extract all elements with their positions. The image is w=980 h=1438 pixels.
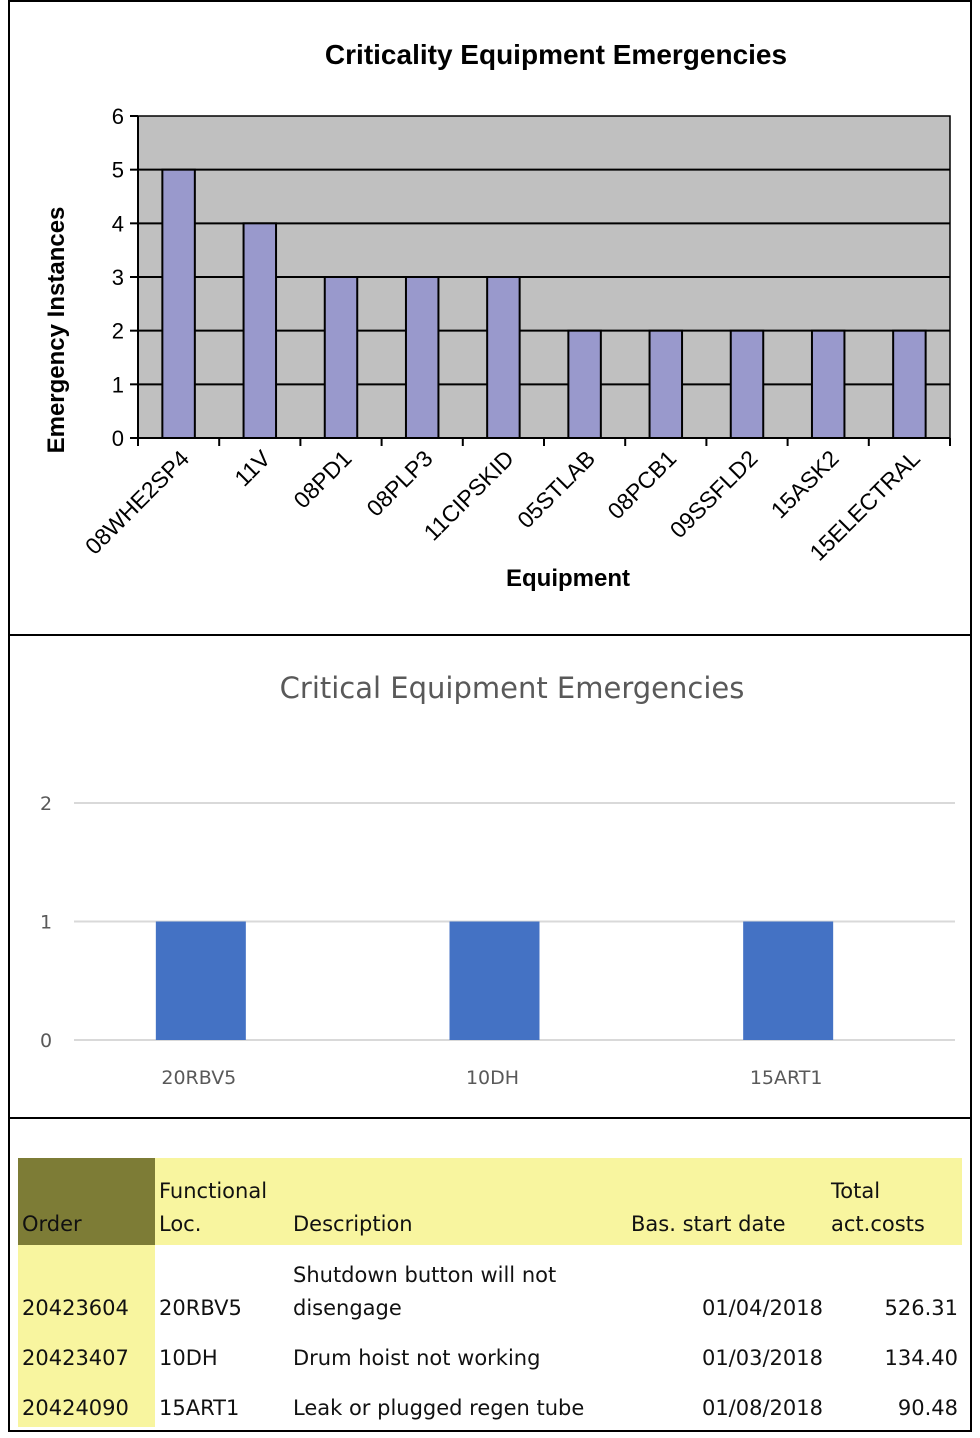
cell-cost: 90.48 xyxy=(897,1396,958,1420)
chart-1-y-tick-label: 2 xyxy=(112,319,124,344)
chart-2-title: Critical Equipment Emergencies xyxy=(280,671,745,705)
chart-1-x-tick-label: 08WHE2SP4 xyxy=(80,445,194,559)
header-order: Order xyxy=(18,1158,155,1245)
cell-order: 20424090 xyxy=(18,1377,155,1427)
table-row: 20423407 10DH Drum hoist not working 01/… xyxy=(18,1327,962,1377)
chart-1-axes xyxy=(130,115,951,446)
chart-1-x-tick-label: 08PLP3 xyxy=(361,445,437,521)
chart-1-bar-15ELECTRAL xyxy=(892,329,927,439)
chart-2-x-tick-label: 20RBV5 xyxy=(161,1067,236,1089)
chart-1-bars xyxy=(161,168,927,440)
chart-1-bar-11CIPSKID xyxy=(486,276,521,439)
chart-2-x-tick-label: 10DH xyxy=(466,1067,519,1089)
chart-1-bar-08PCB1 xyxy=(648,329,684,439)
chart-2-bar-10DH xyxy=(449,921,540,1040)
chart-1-x-label: Equipment xyxy=(506,565,630,592)
chart-1-bar-08WHE2SP4 xyxy=(161,168,196,440)
cell-order: 20423407 xyxy=(18,1327,155,1377)
cell-loc: 10DH xyxy=(159,1346,218,1370)
chart-1-x-tick-label: 15ASK2 xyxy=(766,445,844,523)
header-start-date: Bas. start date xyxy=(627,1158,827,1245)
chart-1-x-tick-label: 08PD1 xyxy=(288,445,356,513)
chart-2-x-ticks: 20RBV5 10DH 15ART1 xyxy=(161,1067,822,1089)
cell-desc-line2: disengage xyxy=(293,1296,402,1320)
cell-cost: 526.31 xyxy=(884,1296,958,1320)
section-divider xyxy=(8,634,972,636)
header-total-costs: Total act.costs xyxy=(827,1158,962,1245)
cell-description: Leak or plugged regen tube xyxy=(293,1396,585,1420)
cell-date: 01/08/2018 xyxy=(701,1396,823,1420)
chart-1-y-tick-label: 1 xyxy=(112,372,124,397)
chart-2-y-tick-label: 0 xyxy=(40,1030,52,1052)
cell-loc: 20RBV5 xyxy=(159,1296,242,1320)
chart-1-y-tick-label: 6 xyxy=(112,104,124,129)
cell-description: Shutdown button will not disengage xyxy=(289,1245,627,1327)
chart-1-x-tick-label: 11V xyxy=(229,445,276,492)
chart-2-bar-15ART1 xyxy=(743,921,834,1040)
orders-table: Order Functional Loc. Description Bas. st… xyxy=(18,1158,962,1427)
chart-1-y-tick-label: 3 xyxy=(112,265,124,290)
chart-1-x-tick-label: 05STLAB xyxy=(512,445,600,533)
chart-1-title: Criticality Equipment Emergencies xyxy=(325,39,787,70)
header-loc-line1: Functional xyxy=(159,1179,268,1203)
table-row: 20423604 20RBV5 Shutdown button will not… xyxy=(18,1245,962,1327)
chart-1-bar-15ASK2 xyxy=(810,329,846,439)
chart-1-y-label: Emergency Instances xyxy=(43,207,70,454)
header-costs-line2: act.costs xyxy=(831,1212,925,1236)
chart-2: Critical Equipment Emergencies 0 1 2 20RBV… xyxy=(40,671,955,1089)
table-row: 20424090 15ART1 Leak or plugged regen tu… xyxy=(18,1377,962,1427)
cell-desc-line1: Shutdown button will not xyxy=(293,1263,557,1287)
cell-order: 20423604 xyxy=(18,1245,155,1327)
chart-2-y-ticks: 0 1 2 xyxy=(40,793,52,1052)
chart-1-x-tick-label: 08PCB1 xyxy=(602,445,681,524)
chart-1-bar-05STLAB xyxy=(567,329,602,439)
chart-2-y-tick-label: 1 xyxy=(40,912,52,934)
section-divider xyxy=(8,1117,972,1119)
header-description: Description xyxy=(289,1158,627,1245)
chart-1-y-tick-label: 4 xyxy=(112,211,124,236)
chart-2-bar-20RBV5 xyxy=(155,921,246,1040)
chart-1-x-tick-label: 09SSFLD2 xyxy=(665,445,763,543)
chart-1-y-tick-label: 0 xyxy=(112,426,124,451)
chart-1-bar-08PLP3 xyxy=(404,276,440,439)
chart-1-bar-11V xyxy=(242,222,278,439)
cell-cost: 134.40 xyxy=(884,1346,958,1370)
figure-frame xyxy=(8,0,972,1432)
cell-date: 01/04/2018 xyxy=(701,1296,823,1320)
header-loc-line2: Loc. xyxy=(159,1212,202,1236)
cell-description: Drum hoist not working xyxy=(293,1346,541,1370)
chart-1-y-ticks: 0 1 2 3 4 5 6 xyxy=(112,104,124,451)
chart-2-y-tick-label: 2 xyxy=(40,793,52,815)
table-header-row: Order Functional Loc. Description Bas. st… xyxy=(18,1158,962,1245)
cell-loc: 15ART1 xyxy=(159,1396,240,1420)
cell-date: 01/03/2018 xyxy=(701,1346,823,1370)
chart-2-x-tick-label: 15ART1 xyxy=(750,1067,823,1089)
header-functional-loc: Functional Loc. xyxy=(155,1158,289,1245)
chart-1-bar-09SSFLD2 xyxy=(729,329,765,439)
header-costs-line1: Total xyxy=(831,1179,881,1203)
chart-1-bar-08PD1 xyxy=(323,276,359,439)
chart-1-y-tick-label: 5 xyxy=(112,158,124,183)
chart-2-bars xyxy=(155,921,834,1040)
